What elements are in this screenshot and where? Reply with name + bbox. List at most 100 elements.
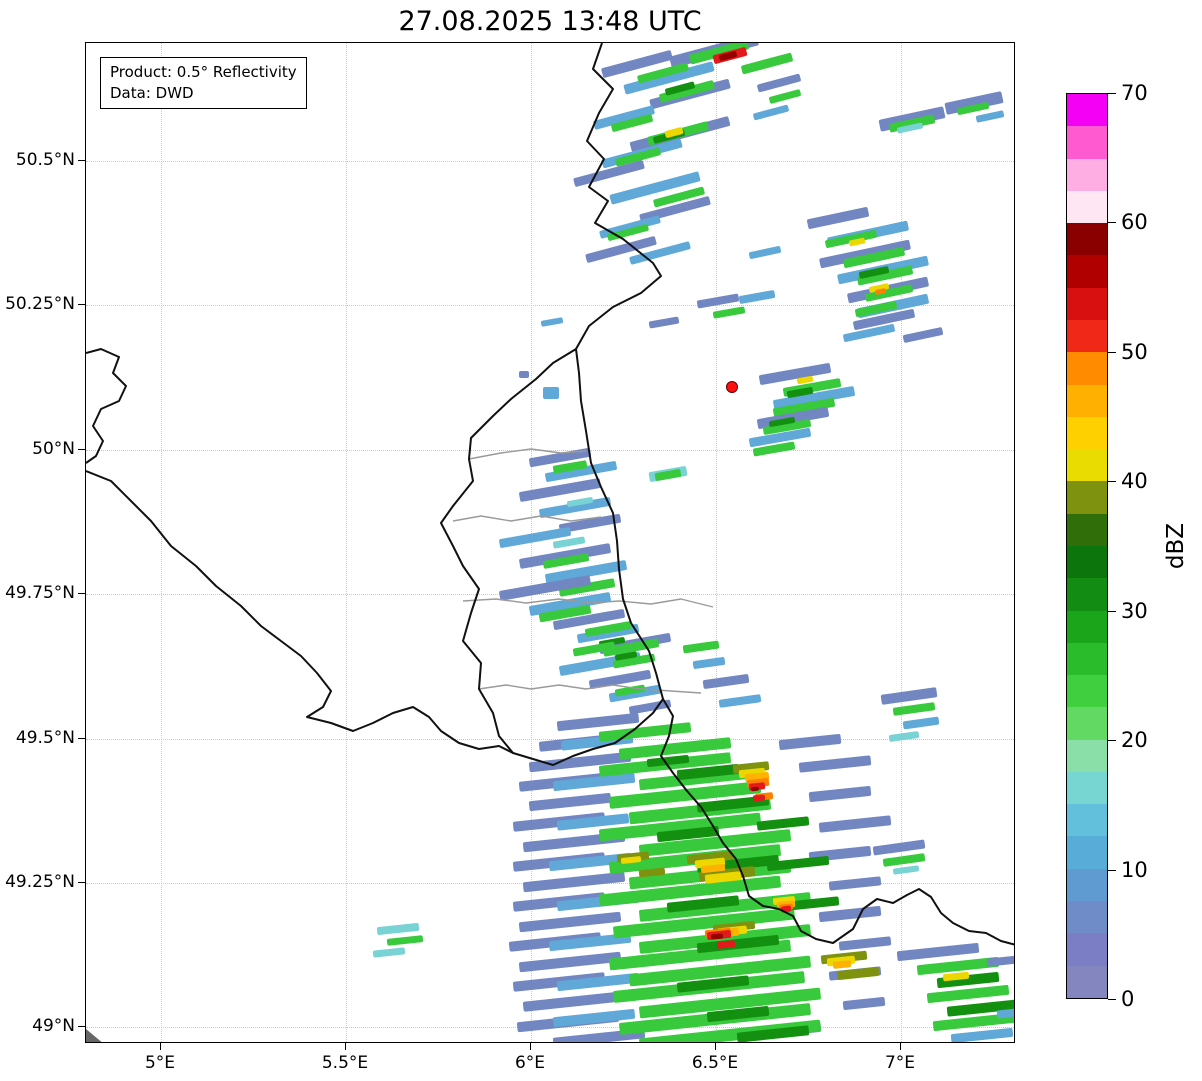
colorbar-segment xyxy=(1067,804,1107,837)
colorbar-tick-mark xyxy=(1108,999,1116,1000)
colorbar-axis-label: dBZ xyxy=(1163,522,1189,570)
station-marker xyxy=(726,381,738,393)
colorbar-tick-mark xyxy=(1108,481,1116,483)
radar-echo xyxy=(543,387,559,399)
colorbar-segment xyxy=(1067,965,1107,998)
colorbar-segment xyxy=(1067,771,1107,805)
y-grid-line xyxy=(86,594,1014,595)
colorbar-segment xyxy=(1067,319,1107,353)
x-tick-label: 6.5°E xyxy=(691,1053,739,1073)
colorbar-tick-mark xyxy=(1108,610,1116,612)
colorbar-segment xyxy=(1067,449,1107,482)
x-tick-mark xyxy=(715,1043,716,1050)
district-border-path xyxy=(452,515,602,522)
colorbar-tick-mark xyxy=(1108,869,1116,871)
colorbar-tick-label: 50 xyxy=(1121,339,1148,364)
y-grid-line xyxy=(86,161,1014,162)
annotation-product-line: Product: 0.5° Reflectivity xyxy=(110,63,297,81)
colorbar-segment xyxy=(1067,384,1107,417)
colorbar-tick-label: 20 xyxy=(1121,728,1148,753)
x-tick-label: 7°E xyxy=(884,1053,916,1073)
y-tick-mark xyxy=(78,593,85,594)
colorbar-segment xyxy=(1067,352,1107,385)
colorbar-segment xyxy=(1067,610,1107,643)
y-grid-line xyxy=(86,739,1014,740)
district-border-path xyxy=(468,448,587,460)
y-tick-mark xyxy=(78,304,85,305)
colorbar-segment xyxy=(1067,868,1107,902)
district-border-path xyxy=(478,684,702,694)
radar-echo xyxy=(519,371,529,378)
y-tick-mark xyxy=(78,449,85,450)
colorbar-segment xyxy=(1067,94,1107,127)
x-grid-line xyxy=(901,43,902,1042)
colorbar-segment xyxy=(1067,901,1107,934)
annotation-source-line: Data: DWD xyxy=(110,84,194,102)
colorbar-tick-label: 0 xyxy=(1121,987,1135,1011)
radar-echo-layer xyxy=(86,43,1014,1042)
x-tick-mark xyxy=(160,1043,161,1050)
x-grid-line xyxy=(161,43,162,1042)
colorbar-segment xyxy=(1067,578,1107,611)
x-tick-mark xyxy=(345,1043,346,1050)
y-grid-line xyxy=(86,450,1014,451)
y-tick-label: 50°N xyxy=(32,439,75,459)
colorbar-tick-label: 30 xyxy=(1121,598,1148,623)
y-tick-mark xyxy=(78,738,85,739)
colorbar-tick-label: 70 xyxy=(1121,81,1148,105)
colorbar-segment xyxy=(1067,836,1107,869)
colorbar-tick-mark xyxy=(1108,222,1116,224)
colorbar-segment xyxy=(1067,707,1107,740)
x-tick-mark xyxy=(900,1043,901,1050)
colorbar-tick-label: 40 xyxy=(1121,469,1148,494)
colorbar-segment xyxy=(1067,481,1107,514)
x-grid-line xyxy=(346,43,347,1042)
district-border-path xyxy=(462,598,714,608)
country-border-path xyxy=(660,698,1014,946)
y-tick-label: 49.25°N xyxy=(5,872,75,892)
y-tick-mark xyxy=(78,160,85,161)
y-tick-label: 49.5°N xyxy=(15,728,75,748)
colorbar-tick-label: 10 xyxy=(1121,857,1148,882)
x-tick-label: 5°E xyxy=(144,1053,176,1073)
colorbar-segment xyxy=(1067,190,1107,224)
country-border-path xyxy=(86,470,514,754)
x-tick-label: 6°E xyxy=(514,1053,546,1073)
colorbar-segment xyxy=(1067,513,1107,546)
colorbar-segment xyxy=(1067,675,1107,708)
colorbar-segment xyxy=(1067,642,1107,676)
y-tick-label: 49.75°N xyxy=(5,583,75,603)
x-tick-label: 5.5°E xyxy=(321,1053,369,1073)
y-grid-line xyxy=(86,305,1014,306)
country-borders-overlay xyxy=(86,43,1014,1042)
colorbar-segment xyxy=(1067,933,1107,966)
country-border-path xyxy=(86,348,127,464)
y-tick-mark xyxy=(78,1026,85,1027)
colorbar-segment xyxy=(1067,739,1107,772)
country-border-path xyxy=(440,348,664,766)
page-title: 27.08.2025 13:48 UTC xyxy=(398,6,702,37)
plot-area: Product: 0.5° Reflectivity Data: DWD xyxy=(85,42,1015,1043)
annotation-box: Product: 0.5° Reflectivity Data: DWD xyxy=(100,57,307,109)
x-grid-line xyxy=(716,43,717,1042)
y-tick-label: 50.25°N xyxy=(5,294,75,314)
colorbar-segment xyxy=(1067,545,1107,579)
colorbar-tick-mark xyxy=(1108,93,1116,94)
colorbar-tick-mark xyxy=(1108,351,1116,353)
colorbar-segment xyxy=(1067,287,1107,320)
colorbar-segment xyxy=(1067,126,1107,159)
colorbar-tick-mark xyxy=(1108,740,1116,742)
colorbar-segment xyxy=(1067,158,1107,191)
country-border-path xyxy=(575,43,662,350)
colorbar-segment xyxy=(1067,416,1107,450)
x-tick-mark xyxy=(530,1043,531,1050)
colorbar xyxy=(1066,93,1108,999)
y-tick-label: 49°N xyxy=(32,1016,75,1036)
y-tick-label: 50.5°N xyxy=(15,150,75,170)
map-corner-patch xyxy=(86,1029,102,1042)
colorbar-segment xyxy=(1067,255,1107,288)
y-tick-mark xyxy=(78,882,85,883)
colorbar-tick-label: 60 xyxy=(1121,210,1148,235)
colorbar-segment xyxy=(1067,223,1107,256)
